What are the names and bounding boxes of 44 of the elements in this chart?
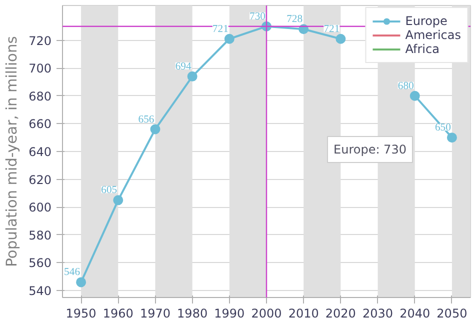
x-tick-label: 1980: [177, 306, 208, 320]
y-tick-label: 580: [28, 228, 52, 242]
x-tick-label: 2030: [362, 306, 394, 320]
y-axis-title: Population mid-year, in millions: [4, 36, 21, 267]
y-tick-label: 700: [28, 62, 52, 76]
point: [150, 124, 160, 134]
point: [446, 132, 457, 143]
x-tick-label: 1990: [214, 306, 245, 320]
data-label: 650: [434, 122, 451, 134]
point: [113, 195, 124, 206]
y-tick-label: 560: [28, 256, 52, 270]
x-tick-label: 1960: [102, 306, 134, 320]
x-tick-label: 1950: [66, 306, 96, 320]
point: [336, 34, 346, 44]
data-label: 721: [324, 24, 340, 35]
y-tick-label: 660: [28, 117, 52, 132]
y-tick-label: 600: [28, 200, 52, 215]
x-tick-label: 2000: [251, 306, 282, 320]
data-label: 730: [250, 11, 266, 22]
x-tick-label: 2010: [288, 306, 319, 320]
x-tick-label: 2020: [325, 306, 356, 320]
data-label: 728: [286, 14, 303, 26]
data-label: 546: [64, 267, 81, 278]
data-label: 605: [101, 185, 118, 196]
legend-label: Americas: [405, 28, 461, 42]
y-tick-label: 720: [28, 34, 52, 48]
x-tick-label: 2050: [436, 306, 468, 320]
legend-label: Africa: [405, 42, 440, 56]
y-tick-label: 620: [28, 172, 52, 187]
annotation: Europe: 730: [334, 142, 406, 156]
data-label: 694: [175, 61, 192, 72]
x-tick-label: 1970: [140, 306, 171, 320]
point: [76, 277, 86, 288]
data-label: 721: [212, 24, 228, 35]
legend-label: Europe: [405, 14, 448, 28]
y-tick-label: 640: [28, 145, 52, 159]
point: [187, 71, 198, 82]
point: [410, 90, 420, 101]
x-tick-label: 2040: [400, 306, 430, 320]
y-tick-label: 680: [28, 89, 52, 104]
data-label: 680: [398, 80, 414, 92]
point: [224, 34, 234, 44]
y-tick-label: 540: [28, 284, 52, 298]
data-label: 656: [138, 114, 155, 126]
